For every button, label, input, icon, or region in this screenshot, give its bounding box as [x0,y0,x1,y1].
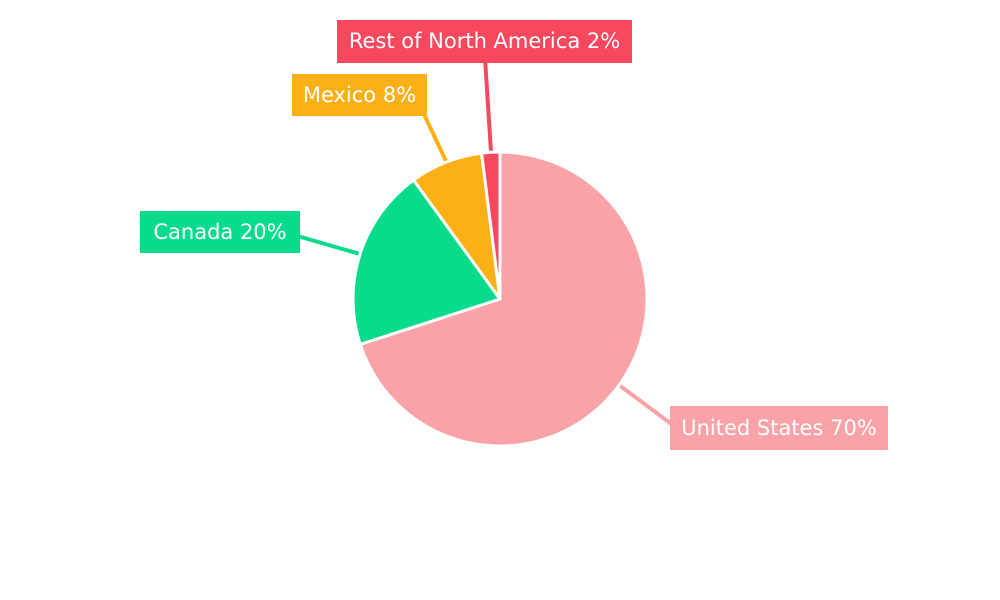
pie-slice-united-states[interactable] [358,150,649,448]
callout-line-united-states [617,383,676,428]
slice-label-mexico: Mexico 8% [292,74,427,116]
pie-slices [351,150,649,448]
slice-label-rest-of-north-america: Rest of North America 2% [337,20,632,63]
pie-slice-canada[interactable] [351,178,502,346]
slice-label-united-states: United States 70% [670,406,888,450]
callout-line-canada [293,233,361,256]
slice-label-canada: Canada 20% [140,211,300,253]
pie-slice-rest-of-north-america[interactable] [480,150,502,301]
callout-line-rest-of-north-america [483,57,493,153]
callout-line-mexico [420,109,448,162]
callout-lines [293,57,676,428]
